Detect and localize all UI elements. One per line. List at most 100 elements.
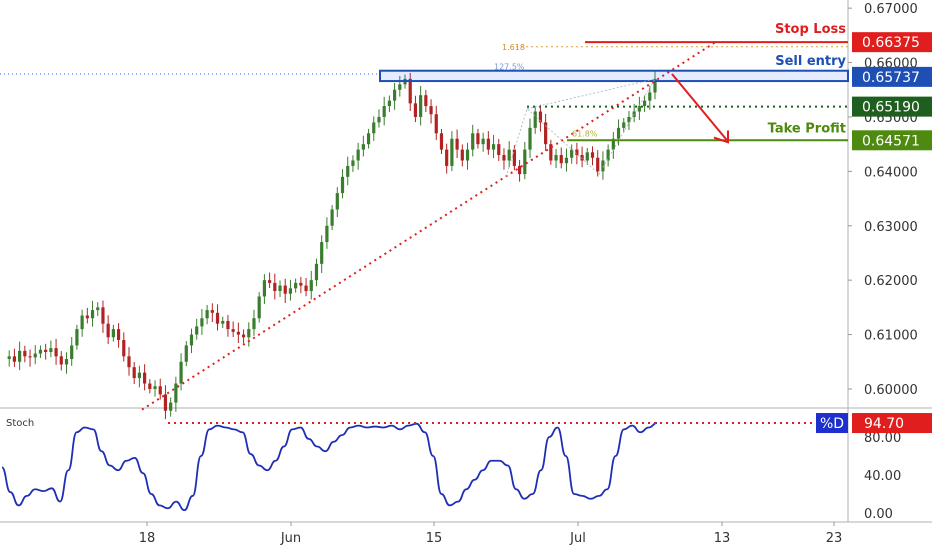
candle-body [257, 296, 261, 319]
candle-body [413, 103, 418, 117]
stop-loss-badge-text: 0.66375 [862, 35, 920, 51]
candle-body [153, 386, 157, 389]
candle-body [523, 149, 527, 175]
x-tick-label: Jun [280, 531, 301, 546]
candle-body [361, 144, 365, 150]
candle-body [491, 144, 496, 150]
fib-small-label: 61.8% [572, 130, 598, 139]
sell-entry-badge-text: 0.65737 [862, 70, 920, 86]
candle-body [549, 144, 553, 161]
candle-body [502, 155, 506, 161]
candle-body [622, 122, 626, 128]
candle-body [611, 138, 615, 150]
candle-body [189, 334, 194, 346]
candle-body [179, 361, 183, 384]
candle-body [377, 116, 381, 123]
candle-body [70, 345, 74, 360]
candle-body [18, 350, 22, 362]
harmonic-pattern-diagonal [526, 78, 656, 110]
candle-body [429, 106, 433, 115]
candle-body [346, 165, 350, 177]
stop-loss-badge-bg [852, 32, 932, 53]
candle-body [33, 353, 37, 358]
stoch-line [1, 422, 658, 512]
candle-body [497, 144, 501, 156]
y-tick-label: 0.60000 [864, 383, 918, 398]
fib-127-label: 127.5% [494, 62, 525, 71]
candles-group [7, 70, 657, 420]
candle-body [169, 402, 173, 411]
candle-body [299, 282, 303, 286]
candle-body [215, 312, 220, 324]
sell-arrow-shaft [671, 73, 728, 141]
stop-loss-label: Stop Loss [775, 22, 846, 37]
candle-body [236, 331, 240, 335]
candle-body [450, 138, 454, 166]
candle-body [268, 280, 272, 283]
candle-body [627, 116, 631, 123]
candle-body [387, 100, 391, 107]
candle-body [486, 138, 490, 150]
candle-body [64, 359, 69, 365]
candle-body [590, 152, 595, 158]
candle-body [564, 157, 569, 164]
candle-body [351, 160, 355, 166]
candle-body [28, 356, 32, 358]
candle-body [210, 310, 214, 313]
candle-body [455, 138, 459, 150]
candle-body [439, 133, 444, 150]
candle-body [163, 394, 168, 411]
candle-body [544, 122, 548, 145]
candle-body [642, 100, 647, 107]
candle-body [38, 349, 43, 354]
take-profit-badge-text: 0.64571 [862, 133, 920, 149]
candle-body [231, 329, 235, 332]
candle-body [382, 106, 386, 117]
candle-body [366, 133, 371, 145]
candle-body [653, 78, 657, 93]
candle-body [320, 242, 324, 264]
candle-body [309, 280, 313, 292]
candle-body [476, 133, 480, 145]
stoch-y-tick-label: 40.00 [864, 469, 901, 484]
candle-body [148, 383, 152, 389]
candle-body [226, 320, 230, 330]
candle-body [340, 176, 345, 194]
candle-body [356, 149, 360, 161]
candle-body [507, 149, 511, 161]
candle-body [424, 95, 428, 107]
candle-body [517, 165, 522, 175]
y-tick-label: 0.61000 [864, 329, 918, 344]
candle-body [283, 285, 287, 294]
stoch-title: Stoch [6, 418, 34, 429]
candle-body [471, 133, 475, 150]
stoch-value-text: 94.70 [864, 416, 904, 432]
candle-body [80, 315, 84, 330]
candle-body [408, 78, 412, 104]
candle-body [585, 152, 589, 161]
stoch-y-tick-label: 0.00 [864, 507, 893, 522]
candle-body [7, 356, 11, 360]
candle-body [314, 263, 319, 281]
x-tick-label: 15 [426, 531, 443, 546]
sell-entry-zone [379, 69, 849, 83]
candle-body [205, 310, 209, 319]
y-tick-label: 0.67000 [864, 2, 918, 17]
candle-body [637, 106, 641, 112]
stoch-y-tick-label: 80.00 [864, 431, 901, 446]
candle-body [481, 138, 485, 145]
candle-body [393, 89, 397, 101]
candle-body [158, 386, 162, 395]
stoch-value-badge-bg [852, 413, 932, 434]
fib-1618-label: 1.618 [502, 43, 525, 52]
stoch-series-badge-bg [816, 413, 848, 434]
candle-body [262, 280, 266, 297]
candle-body [559, 155, 563, 164]
mid-level-badge-text: 0.65190 [862, 100, 920, 116]
candle-body [96, 307, 100, 311]
candle-body [288, 288, 293, 294]
candle-body [335, 193, 339, 210]
candle-body [616, 127, 621, 139]
candle-body [49, 348, 53, 352]
